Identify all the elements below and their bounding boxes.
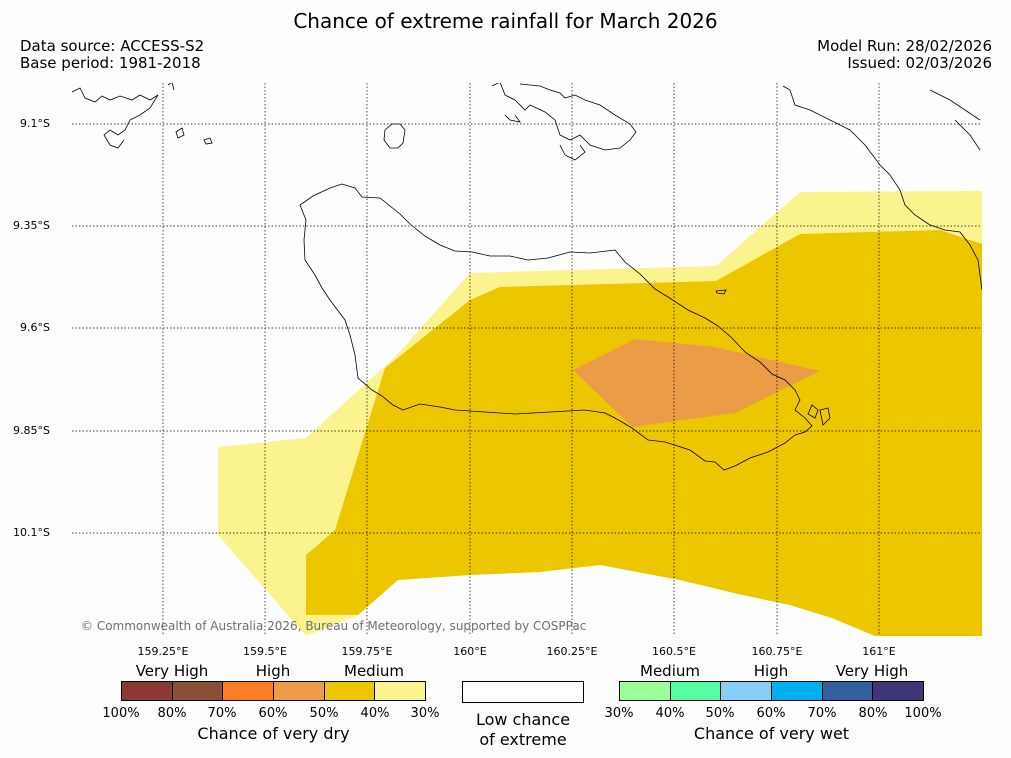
dry-tick-label: 40% — [360, 706, 390, 721]
lat-label: 9.6°S — [20, 321, 50, 334]
dry-tick-label: 80% — [157, 706, 187, 721]
florida-islands-coastline — [491, 83, 637, 161]
model-run-label: Model Run: 28/02/2026 — [817, 37, 992, 55]
dry-colorbar — [121, 681, 426, 701]
wet-caption: Chance of very wet — [693, 724, 850, 743]
dry-swatch — [223, 682, 275, 700]
savo-island-coastline — [383, 123, 406, 149]
header-left: Data source: ACCESS-S2 Base period: 1981… — [20, 38, 204, 72]
wet-swatch — [670, 682, 722, 700]
wet-swatch — [822, 682, 874, 700]
lon-label: 160.75°E — [751, 645, 803, 658]
lon-label: 160°E — [453, 645, 487, 658]
lat-label: 9.85°S — [13, 424, 50, 437]
dry-category-label: High — [255, 662, 291, 680]
northwest-islands-coastline — [72, 83, 213, 149]
chart-title: Chance of extreme rainfall for March 202… — [293, 9, 718, 33]
wet-tick-label: 40% — [655, 706, 685, 721]
wet-tick-label: 80% — [858, 706, 888, 721]
low-chance-swatch — [462, 681, 584, 703]
low-chance-line1: Low chance — [475, 710, 571, 729]
dry-tick-label: 50% — [309, 706, 339, 721]
dry-swatch — [172, 682, 224, 700]
coastline — [72, 83, 982, 471]
wet-tick-label: 50% — [705, 706, 735, 721]
low-chance-line2: of extreme — [479, 730, 567, 749]
dry-tick-label: 70% — [207, 706, 237, 721]
zone-medium-dark — [306, 230, 982, 636]
malaita-coastline — [782, 85, 982, 291]
wet-tick-label: 70% — [807, 706, 837, 721]
dry-caption: Chance of very dry — [197, 724, 350, 743]
guadalcanal-coastline — [299, 183, 813, 471]
low-chance-label: Low chance of extreme — [453, 710, 593, 750]
dry-tick-label: 60% — [258, 706, 288, 721]
lon-label: 160.5°E — [652, 645, 696, 658]
wet-category-label: Medium — [640, 662, 700, 680]
east-islets-coastline — [715, 289, 831, 426]
data-source-label: Data source: ACCESS-S2 — [20, 37, 205, 55]
copyright-notice: © Commonwealth of Australia 2026, Bureau… — [81, 619, 587, 633]
dry-swatch — [375, 682, 426, 700]
dry-swatch — [274, 682, 325, 700]
lon-label: 159.25°E — [137, 645, 189, 658]
header-right: Model Run: 28/02/2026 Issued: 02/03/2026 — [817, 38, 992, 72]
lon-label: 161°E — [862, 645, 896, 658]
dry-tick-label: 30% — [410, 706, 440, 721]
wet-colorbar — [619, 681, 924, 701]
dry-category-label: Very High — [135, 662, 209, 680]
lat-label: 10.1°S — [13, 526, 50, 539]
dry-category-label: Medium — [344, 662, 404, 680]
lon-label: 159.5°E — [243, 645, 287, 658]
wet-swatch — [721, 682, 773, 700]
wet-tick-label: 30% — [604, 706, 634, 721]
wet-tick-label: 100% — [904, 706, 942, 721]
wet-category-label: High — [753, 662, 789, 680]
wet-tick-label: 60% — [756, 706, 786, 721]
graticule — [72, 83, 982, 636]
lat-label: 9.1°S — [20, 117, 50, 130]
lon-label: 160.25°E — [546, 645, 598, 658]
dry-swatch — [122, 682, 173, 700]
wet-swatch — [772, 682, 823, 700]
lon-label: 159.75°E — [341, 645, 393, 658]
wet-category-label: Very High — [835, 662, 909, 680]
dry-tick-label: 100% — [102, 706, 140, 721]
issued-label: Issued: 02/03/2026 — [847, 54, 992, 72]
lat-label: 9.35°S — [13, 219, 50, 232]
base-period-label: Base period: 1981-2018 — [20, 54, 201, 72]
wet-swatch — [620, 682, 671, 700]
wet-swatch — [873, 682, 924, 700]
dry-swatch — [324, 682, 376, 700]
